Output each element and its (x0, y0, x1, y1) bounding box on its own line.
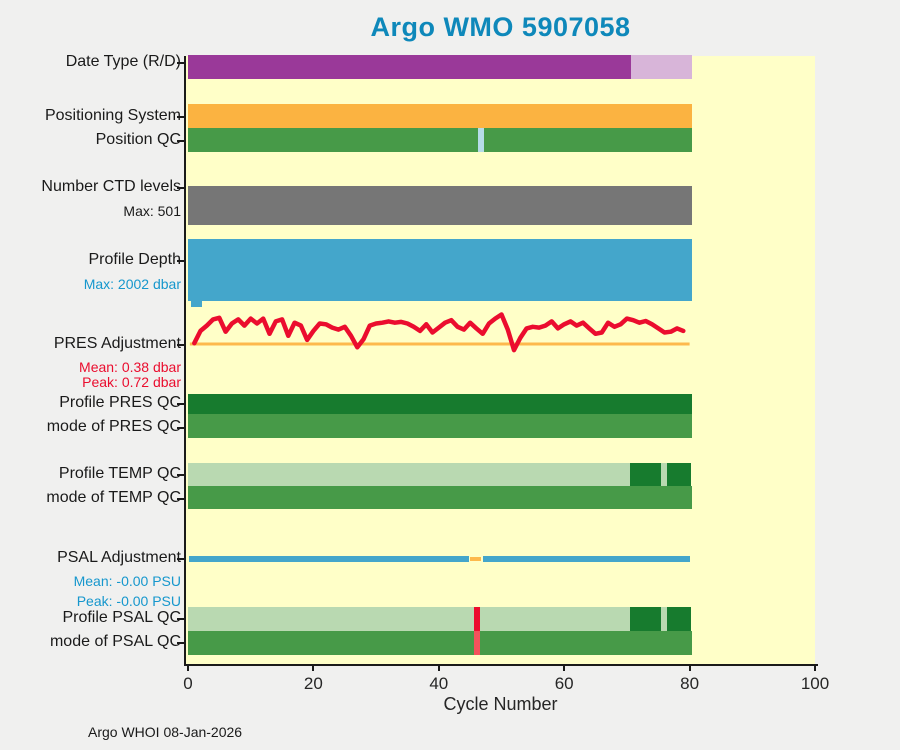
bar-profile_depth-seg0 (188, 239, 693, 301)
row-label-mode_pres_qc: mode of PRES QC (46, 418, 181, 435)
left-axis-line (184, 56, 186, 666)
row-label-psal_adjustment-1: Mean: -0.00 PSU (73, 573, 181, 589)
x-axis-tick-100 (814, 664, 816, 671)
row-label-pres_adjustment-2: Peak: 0.72 dbar (82, 374, 181, 390)
bottom-axis-line (184, 664, 818, 666)
row-label-psal_adjustment-2: Peak: -0.00 PSU (76, 593, 181, 609)
x-tick-label-80: 80 (680, 674, 700, 693)
row-label-profile_pres_qc: Profile PRES QC (59, 394, 181, 411)
x-axis-title: Cycle Number (443, 694, 558, 714)
row-label-position_qc: Position QC (95, 131, 181, 148)
flag-tick-mode_psal_qc-0 (473, 631, 480, 655)
pres-adjustment-line-plot (189, 312, 690, 353)
row-label-positioning_system: Positioning System (44, 107, 181, 124)
bar-profile_psal_qc-seg0 (188, 607, 631, 631)
bar-psal_adjustment-seg0 (189, 556, 469, 562)
left-axis-tick-3 (177, 187, 184, 189)
row-label-profile_temp_qc: Profile TEMP QC (58, 465, 181, 482)
left-axis-tick-1 (177, 116, 184, 118)
bar-profile_psal_qc-seg3 (667, 607, 692, 631)
x-axis-tick-60 (563, 664, 566, 671)
row-label-ctd_levels: Number CTD levels (41, 178, 181, 195)
row-label-profile_psal_qc: Profile PSAL QC (62, 609, 181, 626)
bar-profile_temp_qc-seg1 (630, 463, 661, 486)
bar-position_qc-seg0 (188, 128, 693, 152)
row-label-pres_adjustment: PRES Adjustment (53, 335, 181, 352)
bar-ctd_levels-seg0 (188, 186, 693, 225)
row-label-mode_psal_qc: mode of PSAL QC (49, 633, 181, 650)
bar-profile_temp_qc-seg2 (660, 463, 668, 486)
row-label-date_type: Date Type (R/D) (65, 53, 181, 70)
bar-mode_temp_qc-seg0 (188, 486, 693, 509)
left-axis-tick-9 (177, 498, 184, 500)
left-axis-tick-4 (177, 260, 184, 262)
x-axis-tick-0 (187, 664, 189, 671)
row-label-profile_depth: Profile Depth (88, 251, 182, 268)
left-axis-tick-0 (177, 62, 184, 64)
bar-profile_temp_qc-seg3 (667, 463, 692, 486)
row-label-profile_depth-1: Max: 2002 dbar (83, 276, 181, 292)
bar-profile_psal_qc-seg1 (630, 607, 661, 631)
x-axis-tick-80 (688, 664, 691, 671)
bar-profile_pres_qc-seg0 (188, 394, 693, 414)
profile-depth-max-notch (190, 299, 202, 307)
bar-mode_psal_qc-seg0 (188, 631, 693, 655)
pres-adjustment-series-line (192, 312, 686, 353)
left-axis-tick-2 (177, 140, 184, 142)
row-label-pres_adjustment-1: Mean: 0.38 dbar (79, 359, 181, 375)
left-axis-tick-12 (177, 642, 184, 644)
x-tick-label-60: 60 (554, 674, 574, 693)
x-axis-tick-40 (437, 664, 440, 671)
bar-psal_adjustment-seg1 (470, 557, 482, 561)
left-axis-tick-8 (177, 474, 184, 476)
bar-psal_adjustment-seg2 (482, 556, 690, 562)
bar-date_type-seg1 (631, 55, 693, 79)
left-axis-tick-7 (177, 427, 184, 429)
bar-profile_psal_qc-seg2 (660, 607, 668, 631)
x-tick-label-20: 20 (303, 674, 323, 693)
x-tick-label-100: 100 (800, 674, 830, 693)
flag-tick-position_qc-0 (478, 128, 484, 152)
left-axis-tick-6 (177, 403, 184, 405)
left-axis-tick-11 (177, 618, 184, 620)
row-label-mode_temp_qc: mode of TEMP QC (46, 489, 181, 506)
left-axis-tick-10 (177, 558, 184, 560)
row-label-ctd_levels-1: Max: 501 (123, 203, 181, 219)
x-tick-label-0: 0 (183, 674, 193, 693)
bar-mode_pres_qc-seg0 (188, 414, 693, 438)
plot-area (186, 56, 815, 664)
chart-title: Argo WMO 5907058 (370, 12, 631, 42)
footer-text: Argo WHOI 08-Jan-2026 (88, 724, 243, 740)
x-tick-label-40: 40 (429, 674, 449, 693)
flag-tick-profile_psal_qc-0 (473, 607, 480, 631)
row-label-psal_adjustment: PSAL Adjustment (57, 549, 181, 566)
bar-positioning_system-seg0 (188, 104, 693, 128)
x-axis-tick-20 (312, 664, 315, 671)
bar-date_type-seg0 (188, 55, 632, 79)
bar-profile_temp_qc-seg0 (188, 463, 631, 486)
left-axis-tick-5 (177, 344, 184, 346)
